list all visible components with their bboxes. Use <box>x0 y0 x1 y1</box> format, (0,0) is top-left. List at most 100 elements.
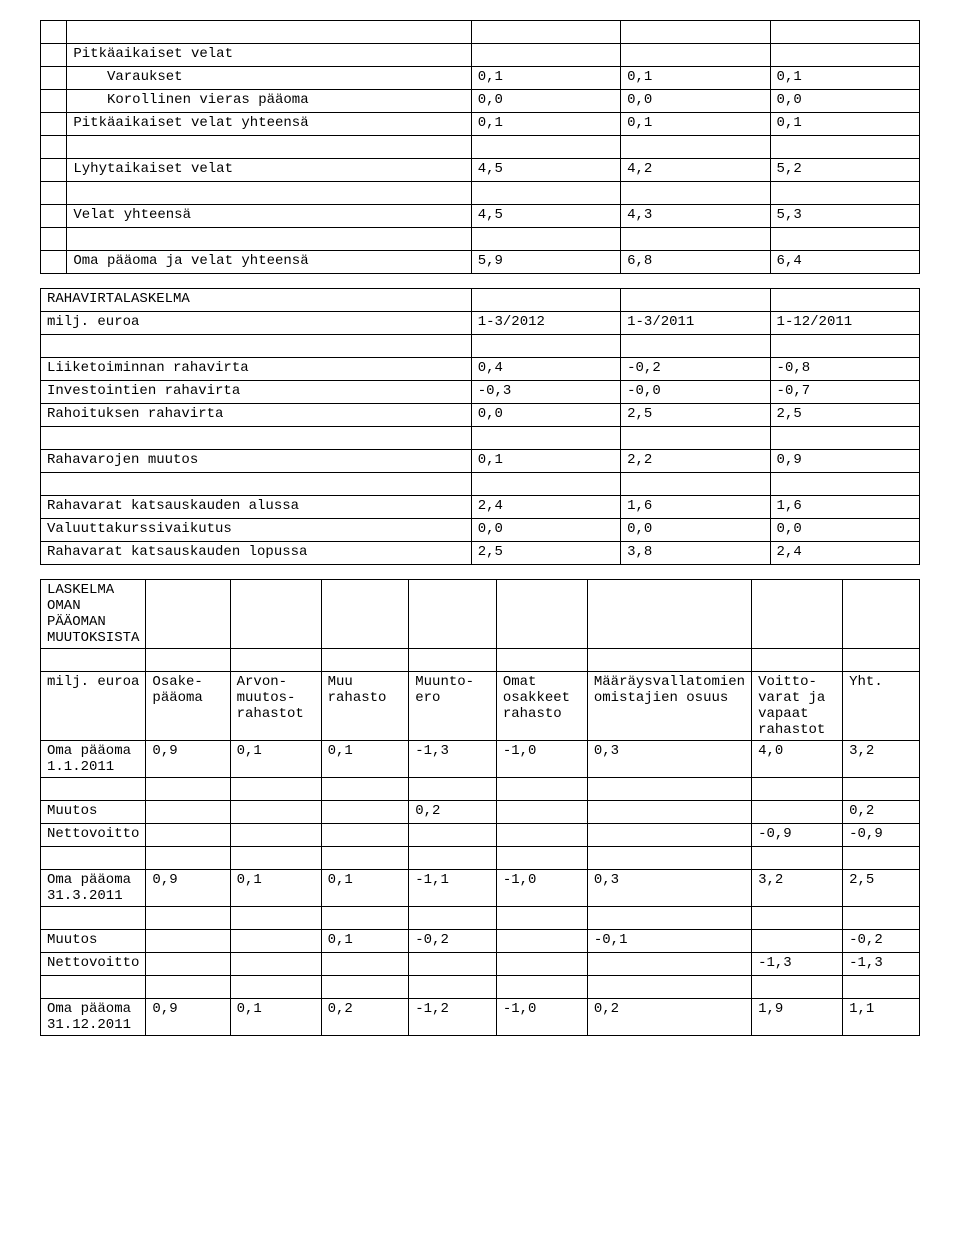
cell: Muu rahasto <box>321 672 409 741</box>
cell <box>41 205 67 228</box>
cell: 1-3/2011 <box>621 312 770 335</box>
cell: 1,9 <box>752 999 843 1036</box>
cell: milj. euroa <box>41 312 472 335</box>
table-row <box>41 649 920 672</box>
cell <box>770 427 919 450</box>
cell <box>67 182 471 205</box>
cell: Rahavarat katsauskauden lopussa <box>41 542 472 565</box>
table-row: Investointien rahavirta-0,3-0,0-0,7 <box>41 381 920 404</box>
cell: Varaukset <box>67 67 471 90</box>
cell: Muunto-ero <box>409 672 497 741</box>
cell <box>41 649 146 672</box>
cell: 4,5 <box>471 159 620 182</box>
cell <box>146 907 230 930</box>
table-row: Rahoituksen rahavirta0,02,52,5 <box>41 404 920 427</box>
cell <box>752 801 843 824</box>
cell: 0,0 <box>621 519 770 542</box>
cell <box>770 136 919 159</box>
cell <box>146 976 230 999</box>
cell: 2,5 <box>843 870 920 907</box>
cell <box>770 21 919 44</box>
cell <box>843 847 920 870</box>
cell <box>496 907 587 930</box>
cell <box>41 473 472 496</box>
cell <box>41 335 472 358</box>
cell: Velat yhteensä <box>67 205 471 228</box>
cell <box>41 907 146 930</box>
cell: Oma pääoma ja velat yhteensä <box>67 251 471 274</box>
cell <box>230 649 321 672</box>
cell <box>321 801 409 824</box>
cell <box>752 907 843 930</box>
table-row: milj. euroa1-3/20121-3/20111-12/2011 <box>41 312 920 335</box>
cell: 4,3 <box>621 205 770 228</box>
cell: Rahavarat katsauskauden alussa <box>41 496 472 519</box>
cell <box>146 824 230 847</box>
cell: -1,0 <box>496 741 587 778</box>
table-row <box>41 21 920 44</box>
table-row <box>41 182 920 205</box>
cell: -1,3 <box>843 953 920 976</box>
table-row: Muutos0,1-0,2-0,1-0,2 <box>41 930 920 953</box>
cell <box>409 649 497 672</box>
cell: Arvon-muutos-rahastot <box>230 672 321 741</box>
cell: 0,0 <box>770 90 919 113</box>
cell <box>752 930 843 953</box>
cell <box>752 580 843 649</box>
cell <box>587 824 751 847</box>
cell: 0,0 <box>471 519 620 542</box>
cell <box>146 930 230 953</box>
cell <box>621 427 770 450</box>
cell <box>41 778 146 801</box>
cell: Pitkäaikaiset velat yhteensä <box>67 113 471 136</box>
table-row: Oma pääoma ja velat yhteensä5,96,86,4 <box>41 251 920 274</box>
cell: 0,2 <box>321 999 409 1036</box>
cell: Määräysvallatomien omistajien osuus <box>587 672 751 741</box>
cell: -0,9 <box>752 824 843 847</box>
cell: 0,2 <box>409 801 497 824</box>
cell <box>41 976 146 999</box>
cell: Omat osakkeet rahasto <box>496 672 587 741</box>
cell <box>230 907 321 930</box>
cell <box>321 580 409 649</box>
cell: 0,0 <box>770 519 919 542</box>
cell <box>471 44 620 67</box>
cell: -0,2 <box>409 930 497 953</box>
table-row <box>41 473 920 496</box>
cell <box>587 976 751 999</box>
cell: -1,0 <box>496 999 587 1036</box>
cell <box>587 649 751 672</box>
cell: Valuuttakurssivaikutus <box>41 519 472 542</box>
cell: 0,9 <box>146 741 230 778</box>
cell <box>41 90 67 113</box>
cell: Nettovoitto <box>41 824 146 847</box>
cell: Rahavarojen muutos <box>41 450 472 473</box>
cell <box>409 847 497 870</box>
table-row <box>41 907 920 930</box>
cell <box>496 580 587 649</box>
cell <box>587 953 751 976</box>
table-row: RAHAVIRTALASKELMA <box>41 289 920 312</box>
cell: 2,4 <box>770 542 919 565</box>
cell: Korollinen vieras pääoma <box>67 90 471 113</box>
cell: milj. euroa <box>41 672 146 741</box>
cell: 0,0 <box>471 404 620 427</box>
cell <box>621 44 770 67</box>
cell: -0,0 <box>621 381 770 404</box>
cell: 0,1 <box>471 67 620 90</box>
cell <box>587 801 751 824</box>
cell <box>41 44 67 67</box>
cell: 6,4 <box>770 251 919 274</box>
cell: 0,9 <box>770 450 919 473</box>
cell: 2,5 <box>770 404 919 427</box>
cell <box>41 159 67 182</box>
cell <box>752 778 843 801</box>
cell: 0,1 <box>770 67 919 90</box>
cell <box>230 976 321 999</box>
cell: 5,2 <box>770 159 919 182</box>
table-row: Oma pääoma 31.3.20110,90,10,1-1,1-1,00,3… <box>41 870 920 907</box>
cell <box>409 976 497 999</box>
cell <box>843 649 920 672</box>
table-row <box>41 778 920 801</box>
cell: 0,0 <box>621 90 770 113</box>
